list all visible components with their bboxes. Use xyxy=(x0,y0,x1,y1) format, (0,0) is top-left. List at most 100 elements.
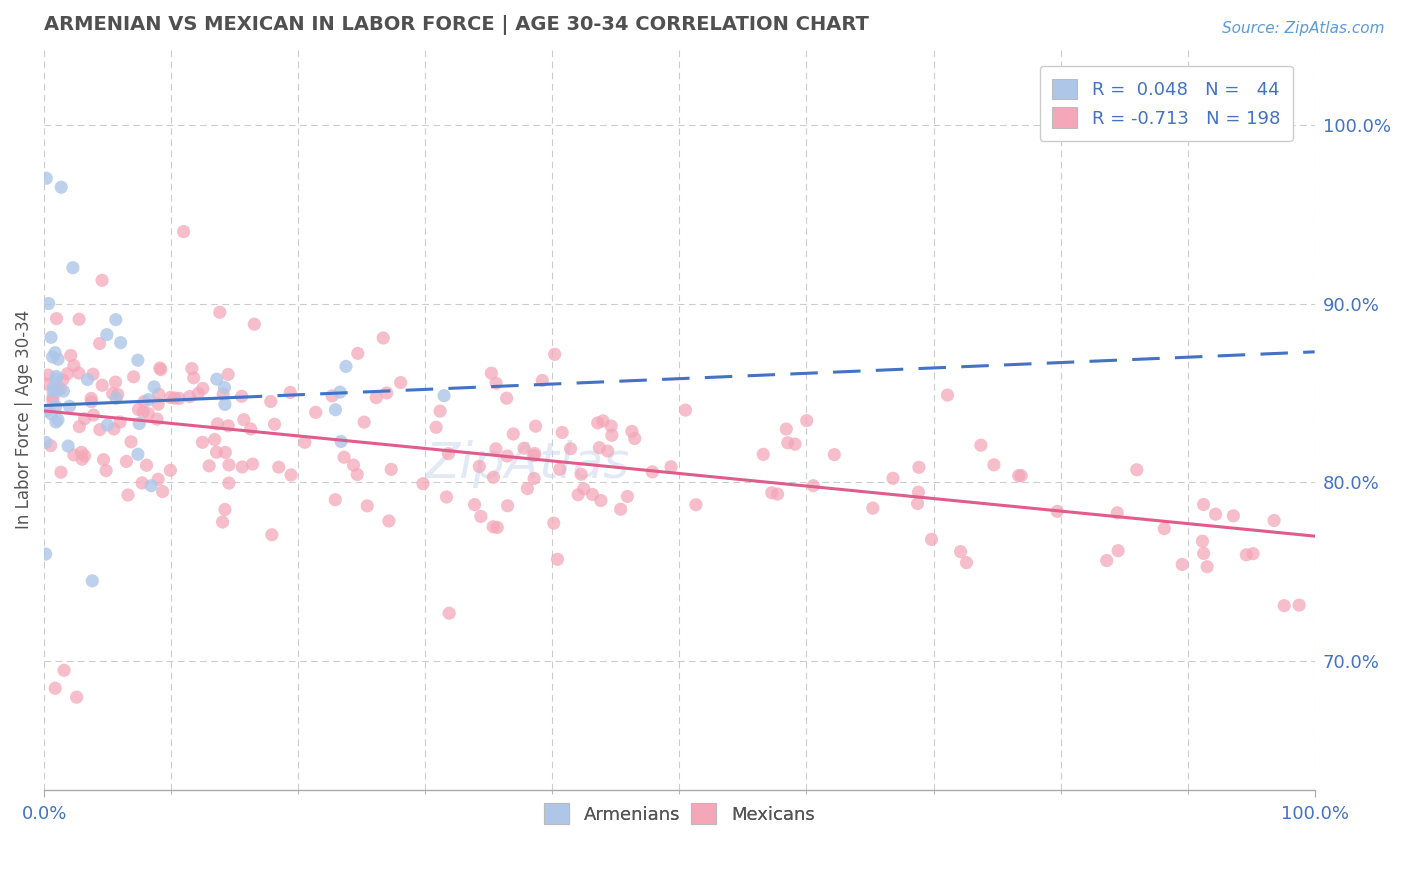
Point xyxy=(675,403,697,417)
Point xyxy=(523,471,546,485)
Point xyxy=(801,478,824,492)
Point xyxy=(356,499,378,513)
Point xyxy=(67,419,90,434)
Point xyxy=(232,413,254,427)
Point xyxy=(120,434,142,449)
Point xyxy=(531,374,554,388)
Point xyxy=(495,391,517,405)
Point xyxy=(375,386,398,401)
Point xyxy=(49,465,72,479)
Point xyxy=(278,385,301,400)
Point xyxy=(46,352,69,367)
Point xyxy=(752,447,775,461)
Point xyxy=(429,404,451,418)
Point xyxy=(105,392,128,406)
Point xyxy=(592,414,614,428)
Point xyxy=(1107,506,1129,520)
Point xyxy=(543,347,565,361)
Point xyxy=(596,444,619,458)
Point xyxy=(159,391,181,405)
Point xyxy=(44,681,66,696)
Point xyxy=(104,312,127,326)
Point xyxy=(231,389,253,403)
Point xyxy=(127,447,149,461)
Point xyxy=(214,445,236,459)
Point xyxy=(776,435,799,450)
Point xyxy=(173,225,195,239)
Point xyxy=(641,465,664,479)
Point xyxy=(127,353,149,368)
Point xyxy=(907,485,929,500)
Point xyxy=(502,427,524,442)
Point xyxy=(949,544,972,558)
Point xyxy=(581,487,603,501)
Point xyxy=(325,402,347,417)
Point xyxy=(51,180,73,194)
Point xyxy=(49,382,72,396)
Point xyxy=(42,384,65,399)
Point xyxy=(132,405,155,419)
Point xyxy=(67,312,90,326)
Point xyxy=(342,458,364,472)
Point xyxy=(183,371,205,385)
Point xyxy=(58,399,80,413)
Point xyxy=(122,369,145,384)
Point xyxy=(333,450,356,465)
Point xyxy=(73,449,96,463)
Point xyxy=(321,389,343,403)
Point xyxy=(572,482,595,496)
Point xyxy=(96,417,118,432)
Point xyxy=(67,366,90,380)
Point xyxy=(970,438,993,452)
Point xyxy=(1008,468,1031,483)
Point xyxy=(412,476,434,491)
Point xyxy=(149,361,172,376)
Point xyxy=(551,425,574,440)
Point xyxy=(1107,543,1129,558)
Point xyxy=(330,434,353,449)
Point xyxy=(80,392,103,406)
Point xyxy=(761,485,783,500)
Point xyxy=(242,457,264,471)
Point xyxy=(52,373,75,387)
Point xyxy=(94,464,117,478)
Point xyxy=(146,412,169,426)
Point xyxy=(148,397,170,411)
Point xyxy=(775,422,797,436)
Text: ARMENIAN VS MEXICAN IN LABOR FORCE | AGE 30-34 CORRELATION CHART: ARMENIAN VS MEXICAN IN LABOR FORCE | AGE… xyxy=(44,15,869,35)
Point xyxy=(152,484,174,499)
Point xyxy=(63,448,86,462)
Point xyxy=(41,350,63,364)
Point xyxy=(45,369,67,384)
Point xyxy=(496,499,519,513)
Point xyxy=(53,663,76,677)
Point xyxy=(1010,468,1032,483)
Point xyxy=(91,273,114,287)
Point xyxy=(548,462,571,476)
Point xyxy=(82,408,104,422)
Point xyxy=(42,393,65,408)
Point xyxy=(56,367,79,381)
Point xyxy=(479,366,502,380)
Point xyxy=(260,528,283,542)
Point xyxy=(567,488,589,502)
Point xyxy=(389,376,412,390)
Point xyxy=(38,296,60,310)
Point xyxy=(908,460,931,475)
Point xyxy=(1171,558,1194,572)
Point xyxy=(218,476,240,491)
Point xyxy=(1288,598,1310,612)
Point xyxy=(267,460,290,475)
Point xyxy=(609,502,631,516)
Point xyxy=(378,514,401,528)
Point xyxy=(486,520,509,534)
Point xyxy=(131,475,153,490)
Point xyxy=(34,547,56,561)
Point xyxy=(180,361,202,376)
Point xyxy=(217,368,239,382)
Point xyxy=(187,386,209,401)
Point xyxy=(110,335,132,350)
Point xyxy=(600,428,623,442)
Point xyxy=(243,317,266,331)
Point xyxy=(41,407,63,421)
